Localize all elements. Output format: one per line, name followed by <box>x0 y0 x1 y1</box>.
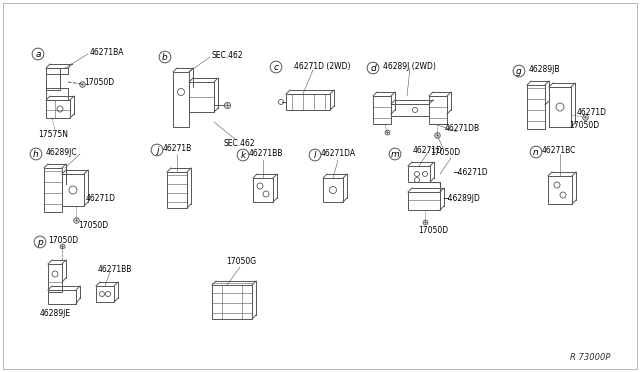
Bar <box>167 172 187 208</box>
Text: 46271D (2WD): 46271D (2WD) <box>294 61 351 71</box>
Bar <box>408 192 440 210</box>
Bar <box>527 85 545 129</box>
Text: SEC.462: SEC.462 <box>212 51 244 60</box>
Text: g: g <box>516 67 522 76</box>
Bar <box>46 88 68 100</box>
Bar <box>173 72 189 127</box>
Text: 17050D: 17050D <box>430 148 460 157</box>
Text: 46289JE: 46289JE <box>40 310 71 318</box>
Bar <box>46 100 70 118</box>
Text: ─46289JD: ─46289JD <box>443 193 480 202</box>
Bar <box>549 87 571 127</box>
Bar <box>429 96 447 124</box>
Text: SEC.462: SEC.462 <box>223 138 255 148</box>
Bar <box>46 68 68 74</box>
Text: 46289JB: 46289JB <box>529 64 561 74</box>
Bar <box>373 96 391 124</box>
Text: 17050D: 17050D <box>78 221 108 230</box>
Text: l: l <box>314 151 316 160</box>
Bar <box>286 94 330 110</box>
Text: d: d <box>370 64 376 73</box>
Bar <box>48 290 76 304</box>
Bar <box>408 166 430 182</box>
Text: 46271DA: 46271DA <box>321 148 356 157</box>
Text: 17050D: 17050D <box>418 225 448 234</box>
Text: h: h <box>33 150 39 158</box>
Text: 17050D: 17050D <box>48 235 78 244</box>
Bar <box>391 104 429 116</box>
Text: 46271D: 46271D <box>413 145 443 154</box>
Bar <box>548 176 572 204</box>
Text: n: n <box>533 148 539 157</box>
Bar <box>62 174 84 206</box>
Text: 46289J (2WD): 46289J (2WD) <box>383 61 436 71</box>
Text: 46271BA: 46271BA <box>90 48 125 57</box>
Text: p: p <box>37 237 43 247</box>
Text: a: a <box>35 49 41 58</box>
Bar <box>48 264 62 292</box>
Text: 46271D: 46271D <box>86 193 116 202</box>
Text: b: b <box>162 52 168 61</box>
Text: 17050D: 17050D <box>569 121 599 129</box>
Text: 46271DB: 46271DB <box>445 124 480 132</box>
Text: 17575N: 17575N <box>38 129 68 138</box>
Text: j: j <box>156 145 158 154</box>
Text: 17050G: 17050G <box>226 257 256 266</box>
Bar <box>323 178 343 202</box>
Text: R 73000P: R 73000P <box>570 353 611 362</box>
Text: 46271B: 46271B <box>163 144 192 153</box>
Bar <box>46 68 60 90</box>
Text: ─46271D: ─46271D <box>453 167 488 176</box>
Text: k: k <box>241 151 246 160</box>
Text: 46271BC: 46271BC <box>542 145 577 154</box>
Text: 17050D: 17050D <box>84 77 114 87</box>
Text: 46271BB: 46271BB <box>249 148 284 157</box>
Text: 46271BB: 46271BB <box>98 266 132 275</box>
Text: c: c <box>273 62 278 71</box>
Bar <box>212 285 252 319</box>
Text: 46289JC: 46289JC <box>46 148 77 157</box>
Bar <box>96 286 114 302</box>
Text: 46271D: 46271D <box>577 108 607 116</box>
Text: m: m <box>390 150 399 158</box>
Bar <box>189 82 214 112</box>
Bar <box>44 168 62 212</box>
Bar <box>253 178 273 202</box>
